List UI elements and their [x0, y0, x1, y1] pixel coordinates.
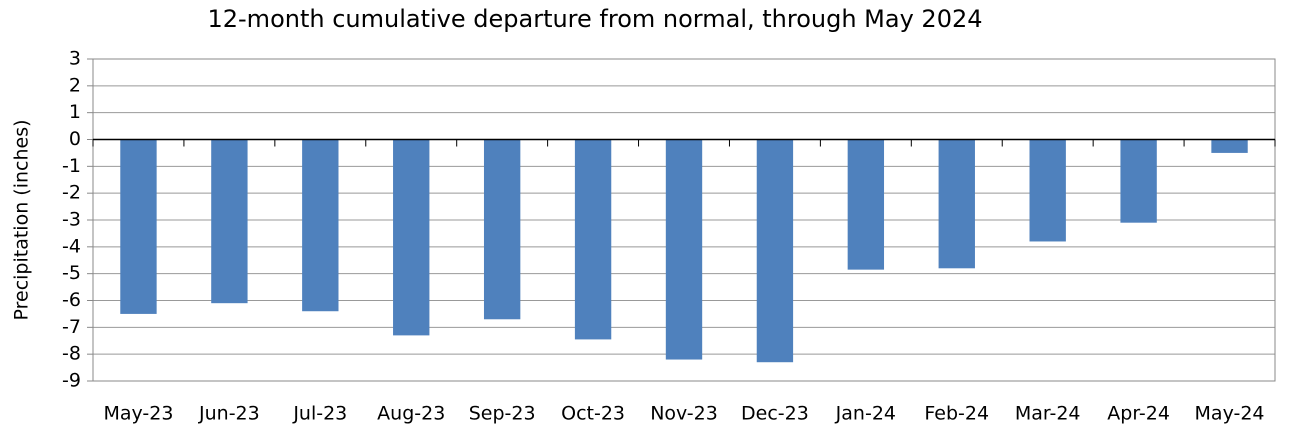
bar	[574, 139, 612, 340]
y-tick-label: -8	[62, 343, 81, 365]
plot-border	[92, 58, 1276, 382]
x-tick-label: Jan-24	[835, 403, 896, 425]
y-tick-label: -6	[62, 289, 81, 311]
bar	[665, 139, 703, 360]
bar	[847, 139, 885, 270]
y-tick-label: -2	[62, 182, 81, 204]
bar	[483, 139, 521, 320]
bar	[393, 139, 430, 336]
bar	[1211, 139, 1248, 153]
bar	[938, 139, 975, 269]
y-tick-label: -1	[62, 155, 81, 177]
y-axis-label: Precipitation (inches)	[11, 119, 33, 320]
x-tick-label: Mar-24	[1015, 403, 1081, 425]
y-tick-label: 3	[69, 48, 81, 70]
y-tick-label: -4	[62, 235, 81, 257]
x-tick-label: Dec-23	[741, 403, 809, 425]
bar	[1029, 139, 1066, 242]
x-tick-label: Sep-23	[469, 403, 536, 425]
bar	[211, 139, 248, 304]
chart-title: 12-month cumulative departure from norma…	[207, 5, 982, 33]
x-tick-label: Apr-24	[1107, 403, 1170, 425]
x-tick-label: May-24	[1195, 403, 1265, 425]
x-tick-label: Feb-24	[924, 403, 989, 425]
y-tick-label: 1	[69, 101, 81, 123]
x-tick-label: Aug-23	[377, 403, 445, 425]
y-tick-label: -5	[62, 262, 81, 284]
bar	[120, 139, 157, 314]
x-tick-label: Nov-23	[650, 403, 718, 425]
bar	[756, 139, 794, 363]
x-tick-label: Jun-23	[198, 403, 260, 425]
x-tick-label: Oct-23	[561, 403, 625, 425]
x-tick-label: May-23	[103, 403, 173, 425]
y-tick-label: 0	[69, 128, 81, 150]
y-tick-label: -9	[62, 370, 81, 392]
y-tick-label: -7	[62, 316, 81, 338]
x-tick-label: Jul-23	[292, 403, 347, 425]
y-tick-label: -3	[62, 209, 81, 231]
bar	[302, 139, 339, 312]
bar	[1120, 139, 1157, 223]
y-tick-label: 2	[69, 74, 81, 96]
